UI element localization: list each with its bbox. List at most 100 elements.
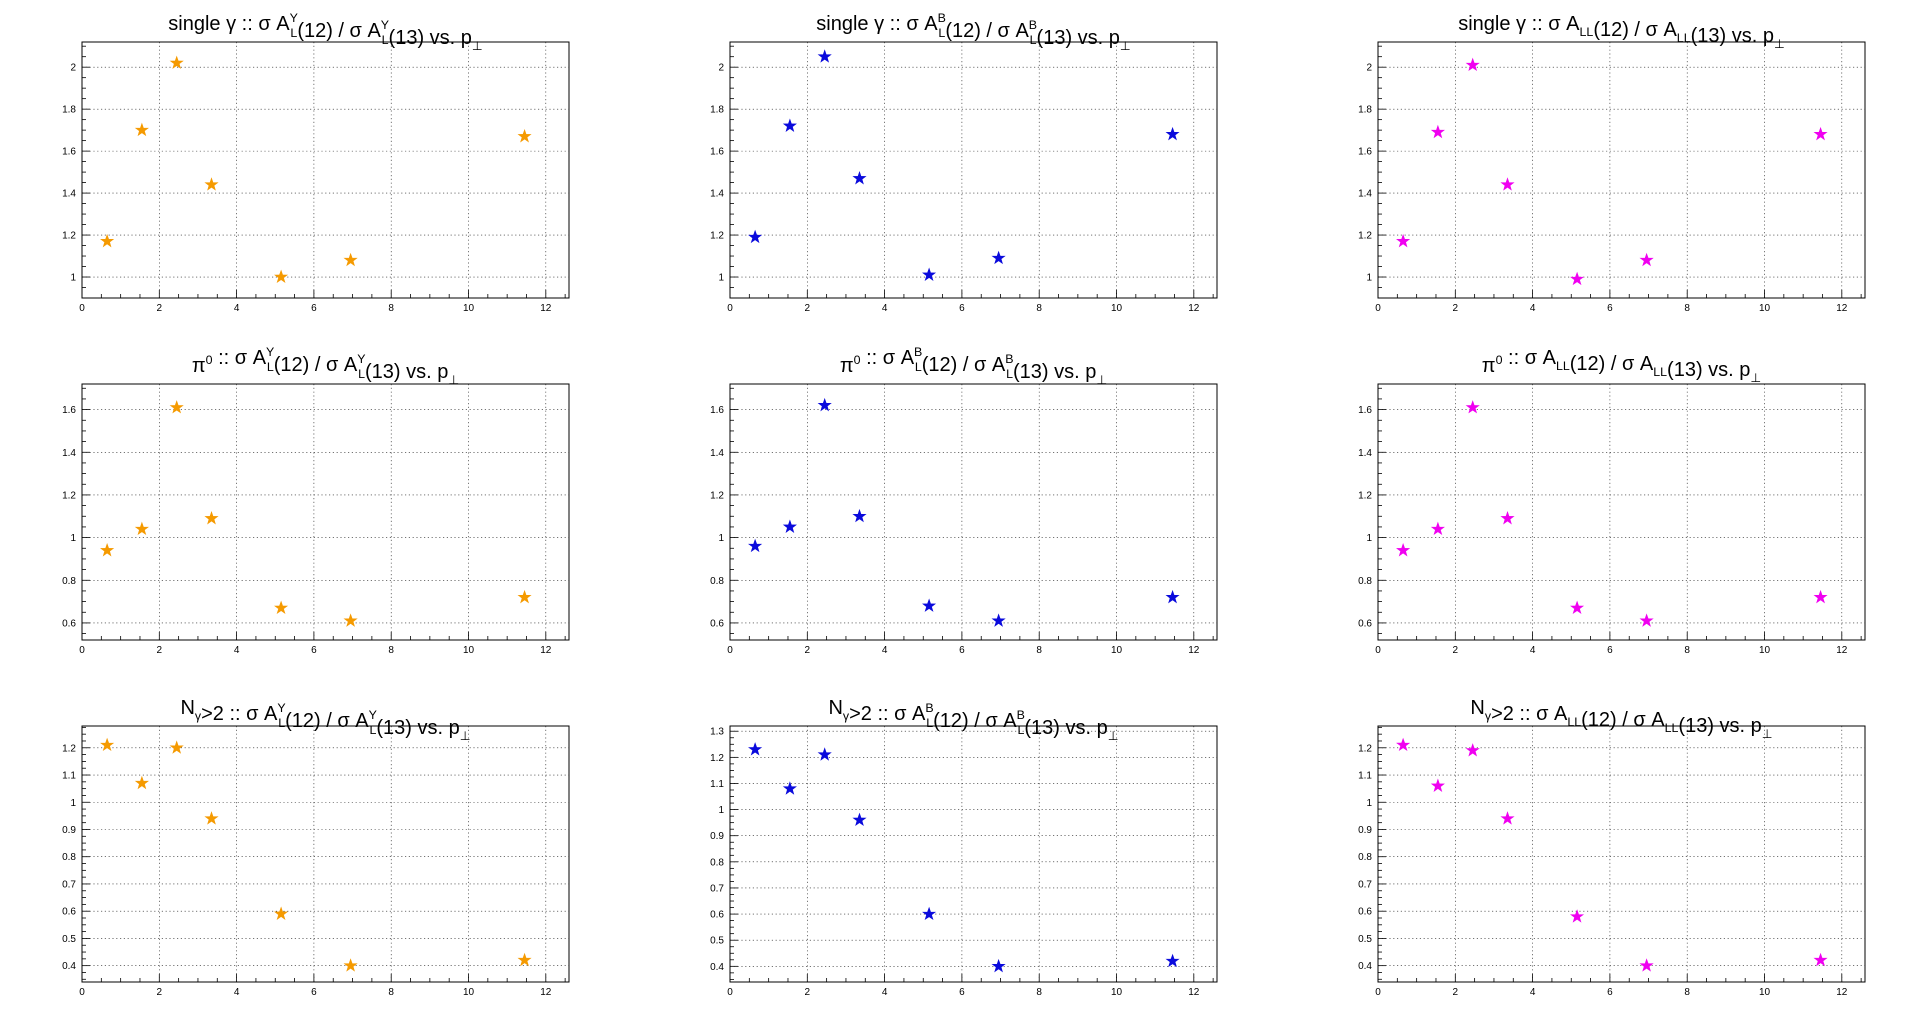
x-tick-label: 8 [1036, 645, 1042, 656]
data-point-star [274, 269, 289, 284]
y-tick-label: 1.1 [62, 771, 76, 782]
chart-panel-ng-y: 0 2 4 6 8 10 12 0.4 0.5 0.6 0.7 0.8 0.9 1 1.1 1.2 Nγ>2 :… [62, 697, 570, 998]
data-point-star [991, 958, 1006, 973]
y-tick-label: 0.6 [710, 618, 724, 629]
y-tick-label: 0.7 [1358, 879, 1372, 890]
x-tick-label: 12 [1836, 987, 1848, 998]
x-tick-label: 2 [157, 303, 163, 314]
data-point-star [922, 906, 937, 921]
y-tick-label: 1.2 [710, 231, 724, 242]
x-tick-label: 4 [1530, 303, 1536, 314]
y-tick-label: 1.2 [710, 490, 724, 501]
x-tick-label: 4 [1530, 645, 1536, 656]
chart-title: single γ :: σ AB L(12) / σ AB L(13) vs. p⊥ [816, 11, 1130, 53]
data-point-star [1639, 613, 1654, 627]
y-tick-label: 1 [70, 273, 76, 284]
y-tick-label: 0.8 [1358, 576, 1372, 587]
y-tick-label: 0.6 [62, 618, 76, 629]
chart-panel-ng-ll: 0 2 4 6 8 10 12 0.4 0.5 0.6 0.7 0.8 0.9 1 1.1 1.2 Nγ>2 :… [1358, 697, 1866, 998]
y-tick-label: 1 [70, 533, 76, 544]
y-tick-label: 0.4 [1358, 961, 1372, 972]
x-tick-label: 4 [882, 987, 888, 998]
y-tick-label: 1 [70, 798, 76, 809]
data-point-star [1639, 958, 1654, 972]
chart-title: Nγ>2 :: σ AY L(12) / σ AY L(13) vs. p⊥ [180, 697, 470, 743]
data-point-star [1500, 811, 1515, 825]
y-tick-label: 0.6 [710, 910, 724, 921]
data-point-star [134, 122, 149, 137]
x-tick-label: 2 [805, 645, 811, 656]
chart-title: π0 :: σ ALL(12) / σ ALL(13) vs. p⊥ [1482, 347, 1761, 385]
data-point-star [991, 250, 1006, 265]
y-tick-label: 1.6 [62, 147, 76, 158]
x-tick-label: 4 [882, 645, 888, 656]
y-tick-label: 1.4 [1358, 448, 1372, 459]
x-tick-label: 6 [959, 987, 965, 998]
y-tick-label: 1 [1366, 273, 1372, 284]
data-point-star [1430, 521, 1445, 536]
y-tick-label: 1.6 [1358, 147, 1372, 158]
x-tick-label: 10 [1111, 987, 1123, 998]
x-tick-label: 2 [1453, 645, 1459, 656]
plot-frame [1377, 725, 1866, 983]
y-tick-label: 1.4 [62, 448, 76, 459]
y-tick-label: 1.2 [62, 231, 76, 242]
data-point-star [169, 400, 184, 414]
data-point-star [1165, 589, 1180, 604]
y-tick-label: 1.6 [710, 405, 724, 416]
y-tick-label: 0.8 [710, 857, 724, 868]
data-point-star [852, 170, 867, 185]
x-tick-label: 6 [1607, 303, 1613, 314]
x-tick-label: 4 [234, 645, 240, 656]
plot-frame [81, 383, 570, 641]
y-tick-label: 2 [718, 63, 724, 74]
data-point-star [134, 521, 149, 536]
data-point-star [204, 510, 219, 525]
y-tick-label: 0.5 [62, 934, 76, 945]
chart-title: single γ :: σ ALL(12) / σ ALL(13) vs. p⊥ [1458, 13, 1785, 51]
x-tick-label: 2 [1453, 303, 1459, 314]
y-tick-label: 1.2 [1358, 231, 1372, 242]
y-tick-label: 1 [718, 805, 724, 816]
x-tick-label: 10 [1759, 645, 1771, 656]
x-tick-label: 6 [1607, 987, 1613, 998]
y-tick-label: 0.8 [62, 576, 76, 587]
y-tick-label: 1.2 [62, 743, 76, 754]
y-tick-label: 0.9 [710, 831, 724, 842]
y-tick-label: 1 [718, 273, 724, 284]
data-point-star [1570, 909, 1585, 923]
data-point-star [1396, 542, 1411, 557]
data-point-star [1465, 57, 1480, 72]
data-point-star [169, 55, 184, 69]
chart-title: Nγ>2 :: σ ALL(12) / σ ALL(13) vs. p⊥ [1470, 697, 1772, 741]
y-tick-label: 1.8 [710, 105, 724, 116]
y-tick-label: 1 [718, 533, 724, 544]
y-tick-label: 1.8 [62, 105, 76, 116]
x-tick-label: 8 [388, 645, 394, 656]
data-point-star [1396, 233, 1411, 248]
data-point-star [1500, 177, 1515, 191]
data-point-star [1165, 126, 1180, 141]
x-tick-label: 12 [1188, 303, 1200, 314]
y-tick-label: 1.2 [710, 753, 724, 764]
y-tick-label: 1.2 [62, 490, 76, 501]
data-point-star [517, 128, 532, 143]
x-tick-label: 8 [1684, 987, 1690, 998]
x-tick-label: 6 [1607, 645, 1613, 656]
data-point-star [782, 519, 797, 533]
chart-panel-pi-y: 0 2 4 6 8 10 12 0.6 0.8 1 1.2 1.4 1.6 π0 :: σ AY L(12)… [62, 345, 570, 656]
y-tick-label: 1.6 [710, 147, 724, 158]
data-point-star [782, 781, 797, 795]
y-tick-label: 1 [1366, 533, 1372, 544]
chart-panel-ng-b: 0 2 4 6 8 10 12 0.4 0.5 0.6 0.7 0.8 0.9 1 1.1 1.2 1.3 Nγ>… [710, 697, 1218, 998]
data-point-star [1639, 252, 1654, 267]
plot-frame [81, 41, 570, 299]
y-tick-label: 0.5 [1358, 934, 1372, 945]
x-tick-label: 2 [157, 645, 163, 656]
y-tick-label: 1.2 [1358, 743, 1372, 754]
y-tick-label: 1.1 [1358, 771, 1372, 782]
data-point-star [134, 775, 149, 790]
y-tick-label: 0.7 [62, 879, 76, 890]
